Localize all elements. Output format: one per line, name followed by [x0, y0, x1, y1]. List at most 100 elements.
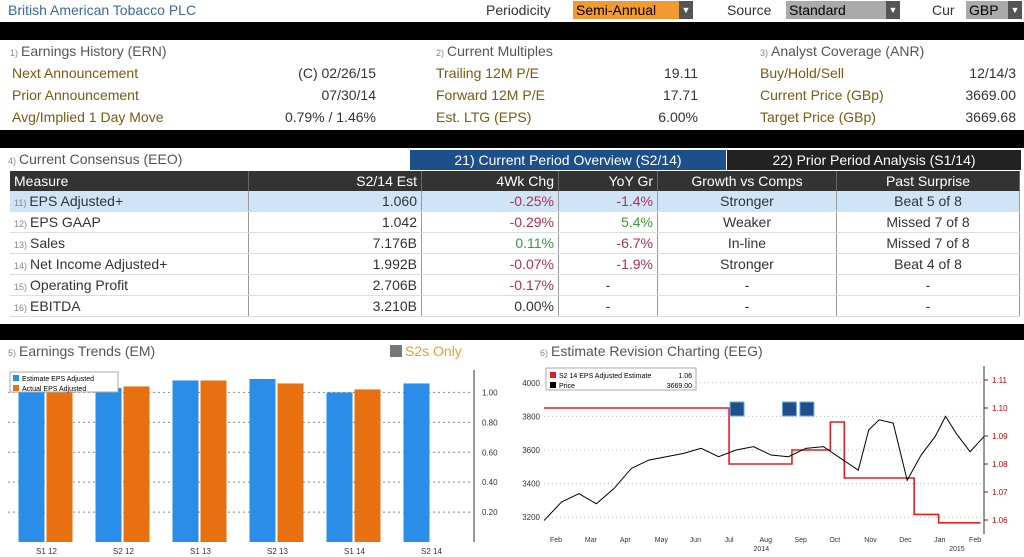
earnings-trends-header[interactable]: 5) Earnings Trends (EM) [8, 343, 155, 359]
estimate-cell: 1.042 [248, 211, 422, 233]
legend-box [9, 371, 119, 393]
table-row[interactable]: 15) Operating Profit 2.706B -0.17% - - - [10, 274, 1020, 296]
security-title: British American Tobacco PLC [8, 2, 197, 18]
y-tick-label: 0.60 [482, 448, 498, 457]
estimate-cell: 1.060 [248, 191, 422, 212]
y-tick-label: 0.20 [482, 508, 498, 517]
section-number: 4) [8, 156, 17, 166]
kv-row: Est. LTG (EPS) 6.00% [436, 109, 698, 131]
section-title: Earnings Trends (EM) [19, 343, 156, 359]
kv-row: Buy/Hold/Sell 12/14/3 [760, 65, 1016, 87]
measure-label: EPS Adjusted+ [29, 193, 124, 209]
comps-cell: - [657, 274, 837, 296]
change-cell: 0.00% [421, 295, 559, 317]
analyst-coverage-header[interactable]: 3) Analyst Coverage (ANR) [760, 43, 924, 59]
revision-header[interactable]: 6) Estimate Revision Charting (EEG) [540, 343, 763, 359]
legend-box [545, 367, 697, 391]
kv-value: 12/14/3 [969, 65, 1016, 81]
kv-value: 07/30/14 [321, 87, 377, 103]
table-row[interactable]: 11) EPS Adjusted+ 1.060 -0.25% -1.4% Stro… [10, 191, 1020, 212]
col-estimate[interactable]: S2/14 Est [248, 171, 422, 191]
kv-label: Current Price (GBp) [760, 87, 884, 103]
bar [354, 389, 381, 542]
table-row[interactable]: 16) EBITDA 3.210B 0.00% - - - [10, 295, 1020, 317]
table-row[interactable]: 14) Net Income Adjusted+ 1.992B -0.07% -1… [10, 253, 1020, 275]
section-title: Estimate Revision Charting (EEG) [551, 343, 763, 359]
col-4wk-change[interactable]: 4Wk Chg [421, 171, 559, 191]
col-measure[interactable]: Measure [10, 171, 249, 191]
kv-label: Forward 12M P/E [436, 87, 545, 103]
kv-row: Avg/Implied 1 Day Move 0.79% / 1.46% [12, 109, 376, 131]
section-title: Earnings History (ERN) [21, 43, 167, 59]
series-line [543, 415, 985, 521]
y-tick-label-right: 1.08 [992, 460, 1008, 469]
measure-label: EBITDA [30, 298, 81, 314]
surprise-cell: Beat 4 of 8 [836, 253, 1020, 275]
x-tick-label: Jun [690, 537, 701, 544]
row-number: 12) [14, 219, 28, 229]
y-tick-label-left: 3600 [522, 446, 540, 455]
bar [18, 387, 45, 542]
section-title: Analyst Coverage (ANR) [771, 43, 925, 59]
kv-label: Prior Announcement [12, 87, 139, 103]
table-row[interactable]: 13) Sales 7.176B 0.11% -6.7% In-line Miss… [10, 232, 1020, 254]
s2s-only-toggle[interactable]: S2s Only [390, 343, 462, 359]
current-multiples-header[interactable]: 2) Current Multiples [436, 43, 553, 59]
section-title: Current Multiples [447, 43, 553, 59]
col-yoy-growth[interactable]: YoY Gr [558, 171, 658, 191]
estimate-cell: 3.210B [248, 295, 422, 317]
x-tick-label: S2 13 [267, 547, 288, 556]
x-tick-label: Feb [969, 537, 981, 544]
x-tick-label: S1 14 [344, 547, 365, 556]
x-tick-label: Sep [794, 537, 807, 544]
bar [95, 387, 122, 542]
source-dropdown[interactable]: Standard ▼ [786, 1, 900, 19]
kv-row: Target Price (GBp) 3669.68 [760, 109, 1016, 131]
earnings-history-header[interactable]: 1) Earnings History (ERN) [10, 43, 167, 59]
surprise-cell: - [836, 274, 1020, 296]
comps-cell: - [657, 295, 837, 317]
earnings-trends-chart: 0.20 0.40 0.60 0.80 1.00 S1 12 S2 12 S1 13 S2 13… [8, 370, 498, 556]
kv-row: Prior Announcement 07/30/14 [12, 87, 376, 109]
comps-cell: In-line [657, 232, 837, 254]
event-marker-icon [799, 401, 815, 417]
y-tick-label: 1.00 [482, 388, 498, 397]
source-label: Source [727, 2, 772, 18]
yoy-cell: - [558, 274, 658, 296]
chevron-down-icon: ▼ [886, 1, 900, 19]
yoy-cell: -6.7% [558, 232, 658, 254]
earnings-history-list: Next Announcement (C) 02/26/15 Prior Anno… [12, 65, 376, 131]
x-tick-label: Oct [829, 537, 840, 544]
measure-label: EPS GAAP [30, 214, 101, 230]
legend-swatch [550, 382, 556, 388]
toggle-label: S2s Only [405, 343, 462, 359]
tab-current-period[interactable]: 21) Current Period Overview (S2/14) [410, 150, 726, 170]
x-tick-label: Apr [620, 537, 632, 544]
estimate-revision-chart: 3200 3400 3600 3800 4000 1.06 1.07 1.08 1.09 1.10… [522, 366, 1008, 553]
x-tick-label: Dec [899, 537, 912, 544]
legend-label: Estimate EPS Adjusted [22, 376, 94, 383]
currency-dropdown[interactable]: GBP ▼ [966, 1, 1022, 19]
col-past-surprise[interactable]: Past Surprise [836, 171, 1020, 191]
tab-prior-period[interactable]: 22) Prior Period Analysis (S1/14) [727, 150, 1021, 170]
measure-cell: 11) EPS Adjusted+ [10, 191, 249, 212]
change-cell: -0.25% [421, 191, 559, 212]
kv-value: 0.79% / 1.46% [284, 109, 376, 125]
periodicity-dropdown[interactable]: Semi-Annual ▼ [573, 1, 693, 19]
measure-cell: 15) Operating Profit [10, 274, 249, 296]
current-multiples-list: Trailing 12M P/E 19.11 Forward 12M P/E 17.… [436, 65, 698, 131]
analyst-coverage-list: Buy/Hold/Sell 12/14/3 Current Price (GBp)… [760, 65, 1016, 131]
section-title: Current Consensus (EEO) [19, 151, 183, 167]
col-growth-vs-comps[interactable]: Growth vs Comps [657, 171, 837, 191]
row-number: 14) [14, 261, 28, 271]
comps-cell: Stronger [657, 191, 837, 212]
chevron-down-icon: ▼ [1008, 1, 1022, 19]
table-row[interactable]: 12) EPS GAAP 1.042 -0.29% 5.4% Weaker Mis… [10, 211, 1020, 233]
x-tick-label: Jul [725, 537, 734, 544]
change-cell: -0.29% [421, 211, 559, 233]
plot-area [8, 370, 470, 542]
periodicity-value: Semi-Annual [576, 2, 657, 18]
consensus-header[interactable]: 4) Current Consensus (EEO) [8, 151, 182, 167]
row-number: 11) [14, 198, 27, 208]
kv-row: Current Price (GBp) 3669.00 [760, 87, 1016, 109]
